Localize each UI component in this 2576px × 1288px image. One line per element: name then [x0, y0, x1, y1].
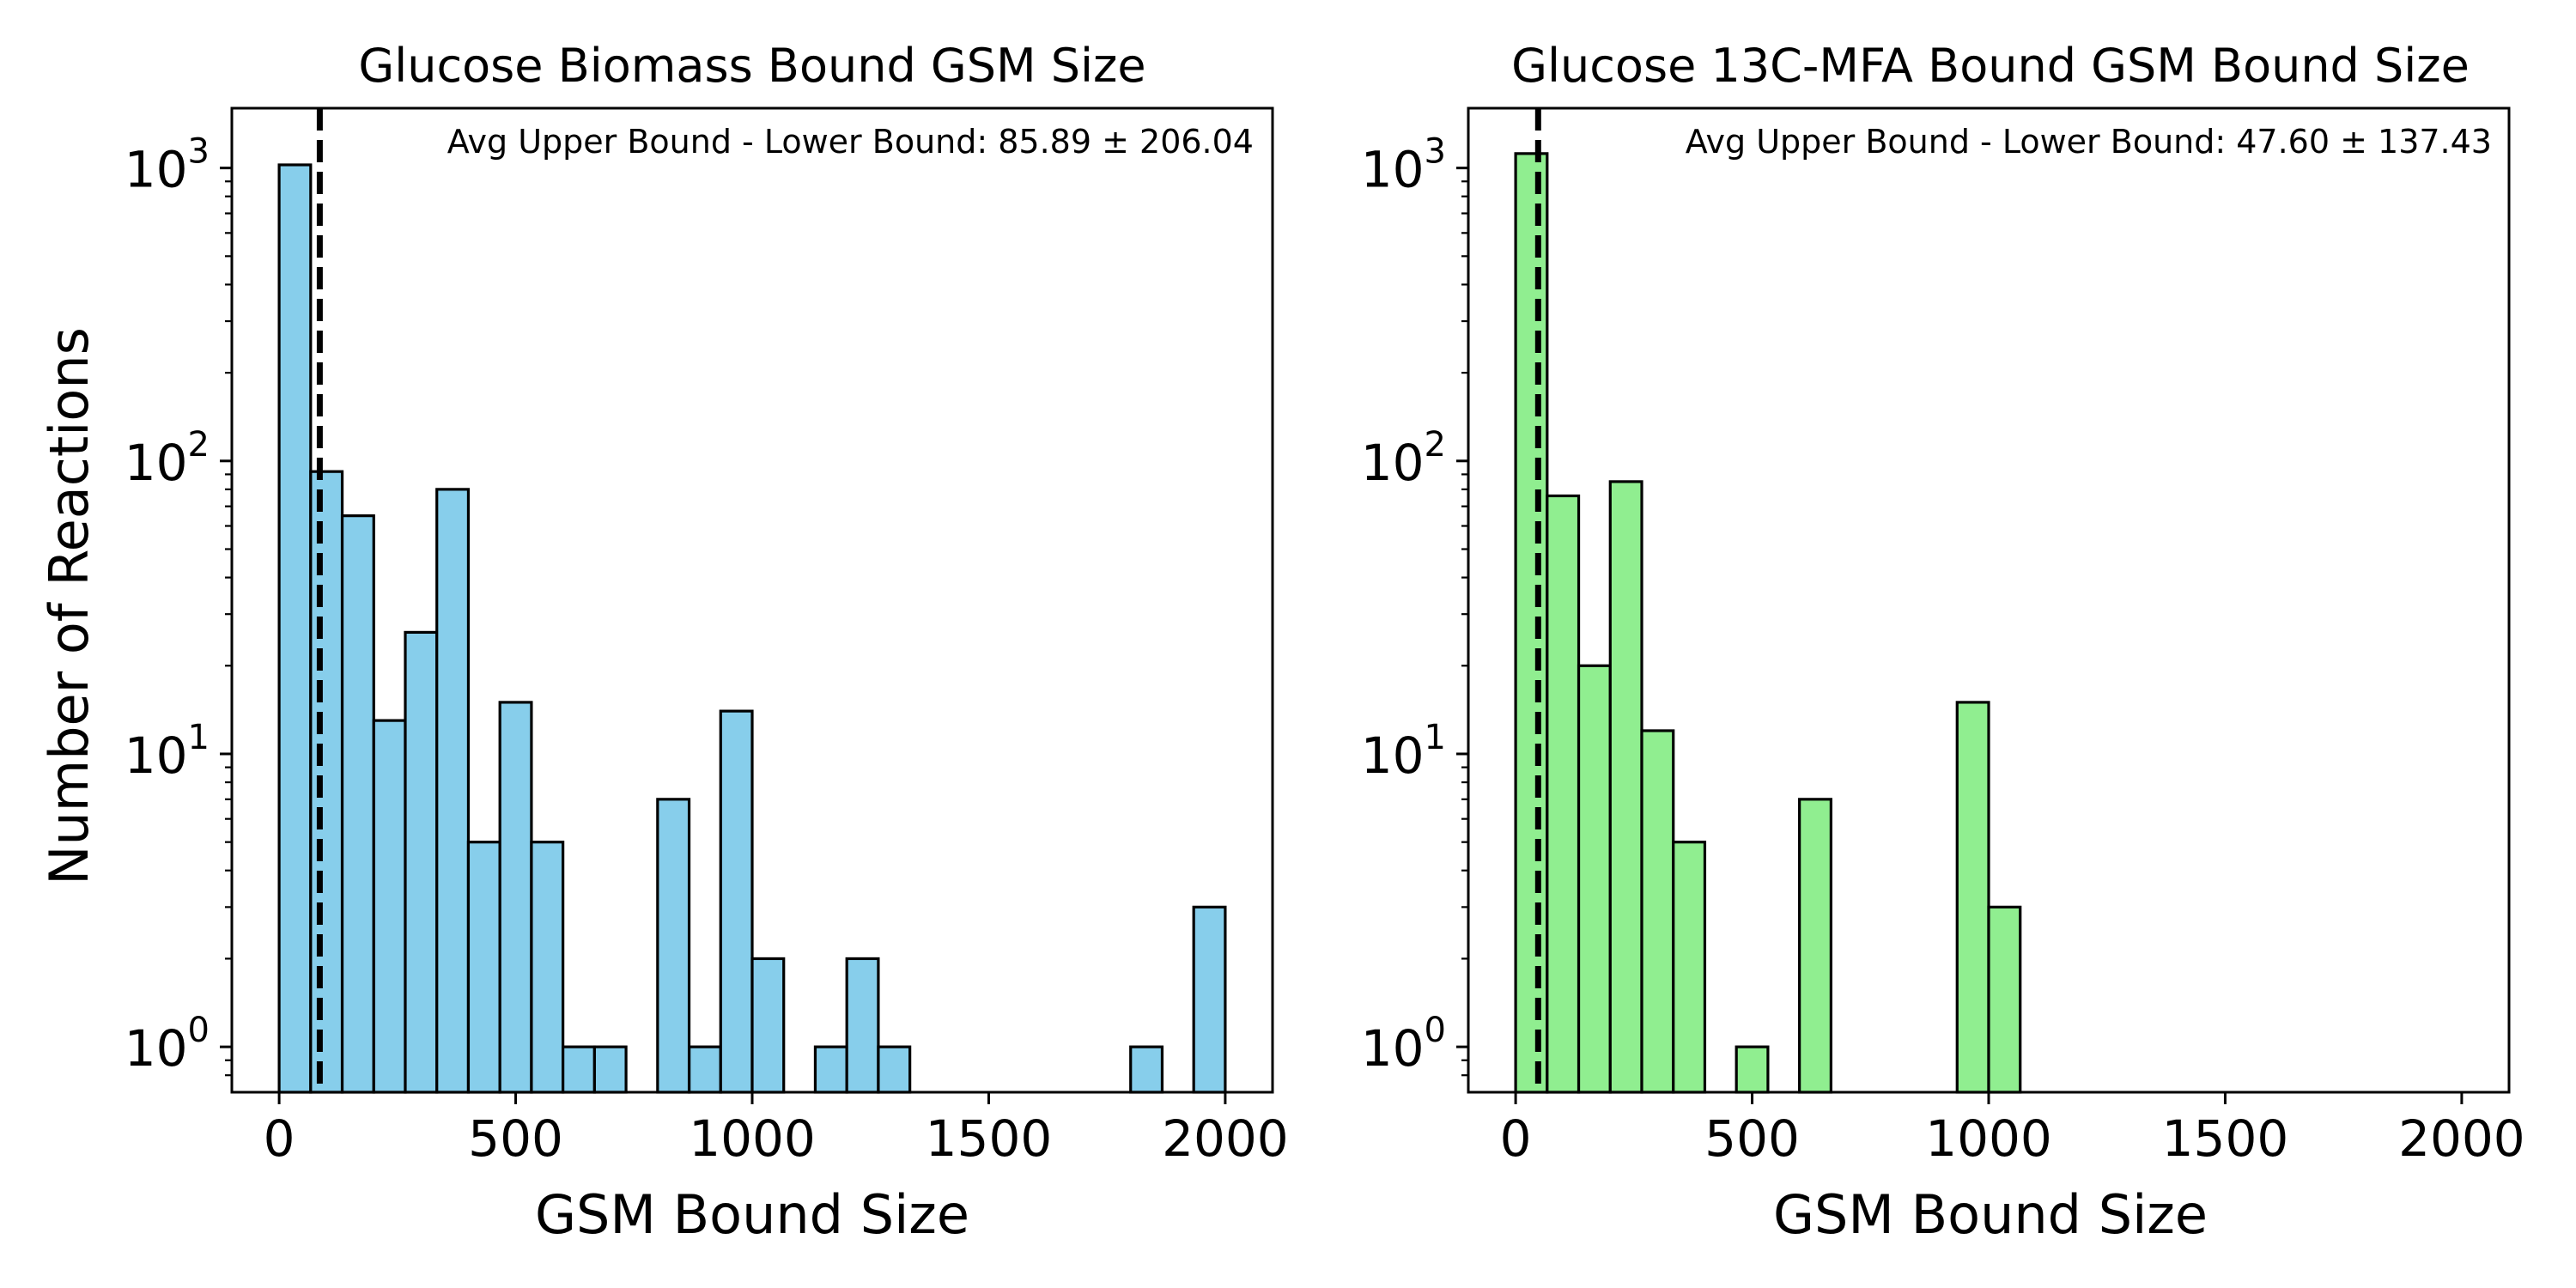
right-x-tick-label: 1500 — [2162, 1109, 2289, 1168]
right-plot-area: 0 500 1000 1500 2000 100 101 102 103 — [1361, 106, 2525, 1168]
left-histogram-bar — [530, 841, 565, 1094]
right-histogram-bar — [1955, 701, 1990, 1094]
left-y-tick-label: 102 — [125, 425, 210, 492]
left-histogram-bar — [277, 163, 313, 1094]
left-histogram-bar — [562, 1045, 596, 1094]
right-histogram-bar — [1798, 798, 1832, 1094]
left-histogram-bar — [813, 1045, 848, 1094]
right-histogram-bar — [1577, 664, 1612, 1094]
left-y-tick-label: 101 — [125, 718, 210, 785]
left-histogram-bar — [498, 701, 533, 1094]
right-chart-title: Glucose 13C-MFA Bound GSM Bound Size — [1511, 39, 2470, 93]
right-annotation: Avg Upper Bound - Lower Bound: 47.60 ± 1… — [1686, 123, 2492, 161]
right-y-tick-label: 101 — [1361, 718, 1446, 785]
left-y-tick-label: 103 — [125, 132, 210, 199]
left-histogram-bar — [719, 709, 754, 1094]
right-histogram-bar — [1987, 905, 2022, 1094]
left-histogram-bar — [466, 841, 501, 1094]
right-x-tick-label: 2000 — [2398, 1109, 2525, 1168]
right-x-axis-label: GSM Bound Size — [1773, 1183, 2208, 1246]
right-y-tick-label: 100 — [1361, 1011, 1446, 1078]
right-x-tick-label: 1000 — [1925, 1109, 2052, 1168]
right-histogram-panel: Glucose 13C-MFA Bound GSM Bound Size 0 50… — [1361, 39, 2525, 1246]
left-histogram-bar — [845, 957, 880, 1094]
right-y-tick-label: 103 — [1361, 132, 1446, 199]
left-annotation: Avg Upper Bound - Lower Bound: 85.89 ± 2… — [447, 123, 1254, 161]
left-histogram-bar — [309, 470, 344, 1094]
left-histogram-panel: Glucose Biomass Bound GSM Size 0 500 1000 1… — [38, 39, 1289, 1246]
left-histogram-bar — [1129, 1045, 1164, 1094]
right-histogram-bar — [1514, 152, 1549, 1094]
right-histogram-bar — [1608, 480, 1643, 1094]
left-histogram-bar — [372, 719, 407, 1094]
left-x-tick-label: 1000 — [689, 1109, 816, 1168]
left-y-axis-label: Number of Reactions — [38, 327, 100, 885]
left-x-axis-label: GSM Bound Size — [535, 1183, 969, 1246]
left-histogram-bar — [1192, 905, 1227, 1094]
right-y-tick-label: 102 — [1361, 425, 1446, 492]
left-y-tick-label: 100 — [125, 1011, 210, 1078]
left-histogram-bar — [592, 1045, 628, 1094]
left-x-tick-label: 1500 — [926, 1109, 1053, 1168]
right-x-tick-label: 0 — [1500, 1109, 1532, 1168]
left-chart-title: Glucose Biomass Bound GSM Size — [358, 39, 1145, 93]
left-histogram-bar — [877, 1045, 912, 1094]
left-plot-area: 0 500 1000 1500 2000 100 101 102 103 — [125, 106, 1289, 1168]
left-x-tick-label: 0 — [264, 1109, 295, 1168]
left-histogram-bar — [435, 488, 471, 1094]
left-histogram-bar — [750, 957, 786, 1094]
left-histogram-bar — [687, 1045, 722, 1094]
left-histogram-bar — [656, 798, 691, 1094]
right-x-tick-label: 500 — [1704, 1109, 1800, 1168]
right-histogram-bar — [1546, 494, 1581, 1094]
right-histogram-bar — [1672, 841, 1707, 1094]
right-histogram-bar — [1735, 1045, 1770, 1094]
left-histogram-bar — [340, 514, 375, 1094]
left-x-tick-label: 500 — [468, 1109, 563, 1168]
left-x-tick-label: 2000 — [1162, 1109, 1289, 1168]
right-histogram-bar — [1640, 729, 1675, 1094]
left-histogram-bar — [404, 630, 439, 1094]
